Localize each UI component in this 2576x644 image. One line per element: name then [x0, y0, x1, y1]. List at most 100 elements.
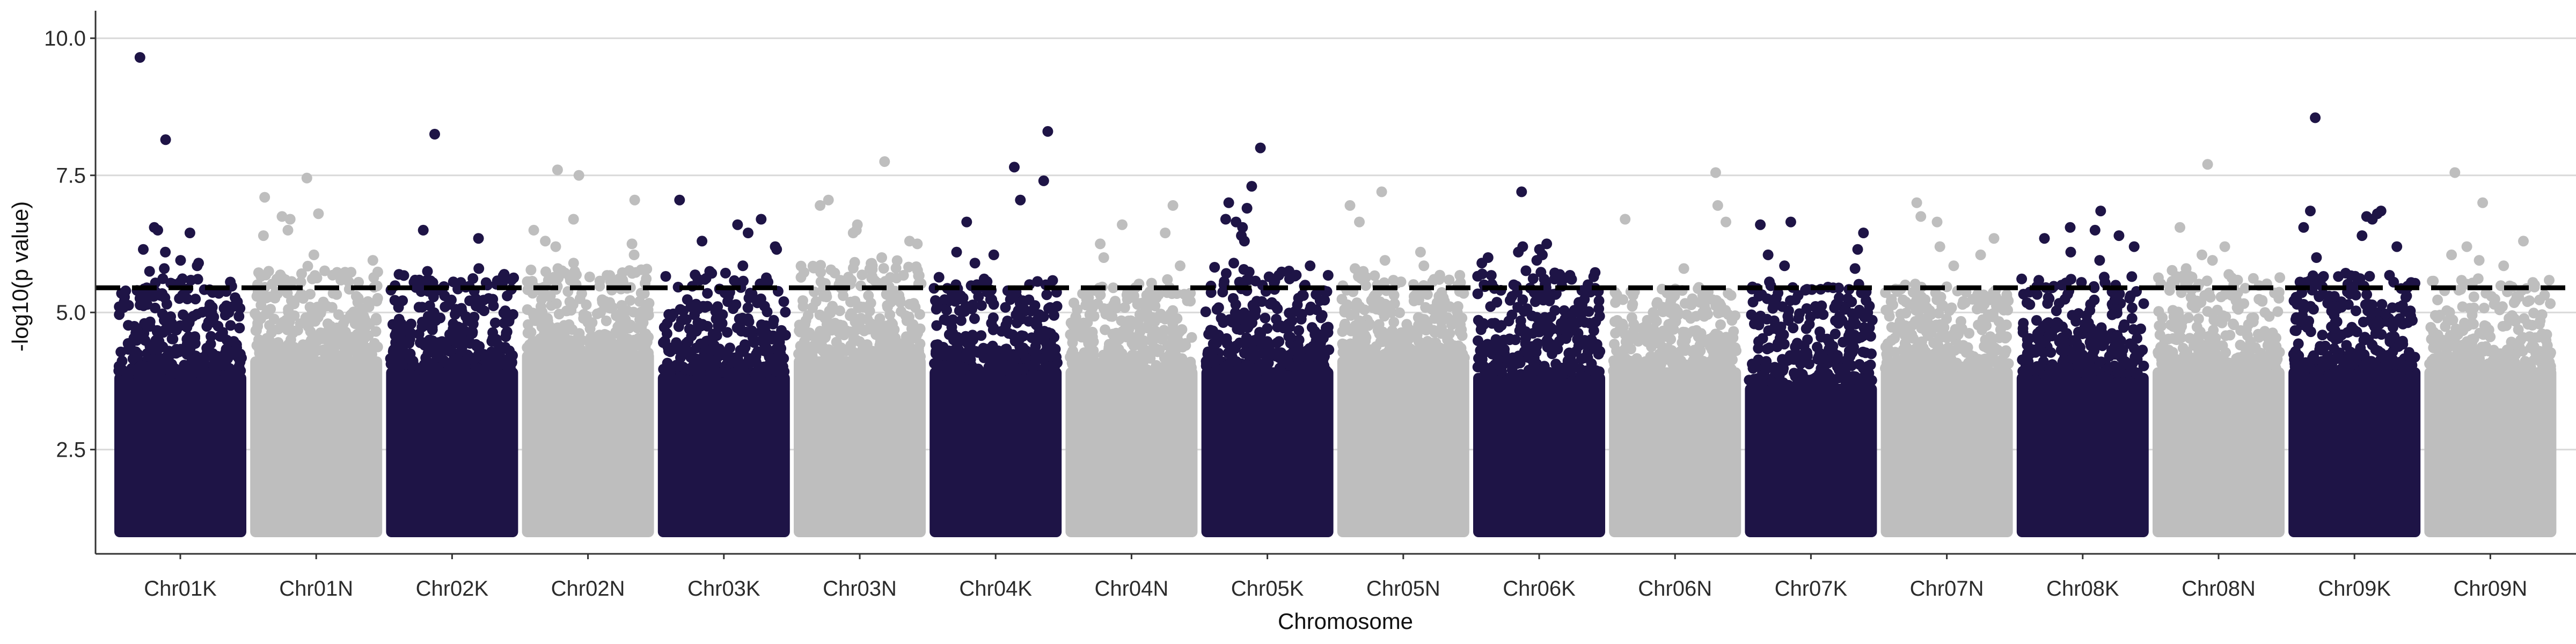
data-point [2220, 347, 2231, 358]
data-point [2109, 341, 2120, 352]
data-point [1109, 296, 1121, 307]
peak-point [1175, 260, 1185, 272]
data-point [955, 315, 967, 326]
data-point [2021, 297, 2032, 308]
data-point [943, 329, 955, 340]
data-point [1620, 329, 1631, 340]
data-point [1292, 299, 1303, 310]
data-point [489, 317, 501, 328]
data-point [1761, 313, 1773, 325]
data-point [353, 276, 364, 288]
data-point [114, 365, 125, 376]
chromosome-chr06k [1472, 186, 1606, 537]
data-point [2128, 366, 2139, 377]
data-point [2235, 339, 2246, 350]
data-point [560, 342, 571, 354]
data-point [615, 317, 626, 328]
dense-point-block [522, 350, 654, 537]
data-point [1864, 322, 1875, 333]
data-point [2457, 339, 2469, 350]
data-point [1451, 346, 1462, 357]
data-point [1425, 342, 1436, 353]
data-point [132, 326, 143, 337]
data-point [595, 307, 606, 318]
data-point [1403, 332, 1414, 343]
data-point [1520, 338, 1531, 349]
data-point [1550, 358, 1562, 370]
data-point [532, 335, 544, 347]
data-point [1545, 338, 1556, 349]
data-point [1030, 348, 1042, 359]
peak-point [159, 263, 170, 274]
data-point [322, 318, 333, 330]
peak-point [1415, 246, 1426, 258]
data-point [2453, 329, 2464, 340]
peak-point [2461, 241, 2472, 252]
peak-point [2219, 241, 2230, 252]
data-point [2545, 361, 2556, 372]
y-axis-title: -log10(p value) [8, 201, 33, 352]
peak-point [1098, 252, 1109, 263]
data-point [1853, 333, 1864, 344]
data-point [1276, 266, 1287, 277]
data-point [1314, 295, 1326, 306]
peak-point [2065, 246, 2076, 258]
data-point [2085, 299, 2096, 310]
chromosome-chr01k [113, 52, 247, 537]
chromosome-chr02k [385, 129, 519, 537]
data-point [1586, 334, 1597, 345]
data-point [1084, 364, 1095, 375]
peak-point [429, 129, 440, 140]
data-point [747, 332, 758, 343]
data-point [1992, 345, 2003, 356]
data-point [2525, 361, 2536, 372]
data-point [498, 308, 509, 318]
data-point [427, 357, 438, 369]
data-point [880, 276, 891, 287]
data-point [1914, 312, 1926, 324]
peak-point [552, 263, 564, 274]
peak-point [732, 219, 743, 230]
data-point [1792, 377, 1804, 389]
data-point [1231, 356, 1242, 367]
data-point [1382, 353, 1394, 364]
data-point [1590, 267, 1601, 278]
data-point [1108, 282, 1119, 294]
peak-point [1255, 142, 1266, 153]
data-point [485, 360, 496, 371]
data-point [1183, 360, 1195, 371]
data-point [604, 297, 616, 308]
data-point [2485, 358, 2496, 370]
data-point [501, 326, 513, 338]
data-point [2367, 299, 2378, 310]
data-point [479, 305, 489, 317]
data-point [2478, 303, 2490, 313]
axes [94, 11, 2576, 555]
data-point [1413, 312, 1424, 323]
data-point [166, 333, 178, 345]
data-point [1410, 289, 1421, 301]
data-point [1429, 327, 1440, 338]
data-point [372, 266, 383, 277]
data-point [686, 331, 697, 341]
data-point [1648, 307, 1659, 318]
data-point [1000, 302, 1011, 313]
data-point [2354, 273, 2366, 284]
data-point [467, 354, 479, 365]
data-point [413, 302, 425, 313]
data-point [2062, 289, 2073, 300]
peak-point [175, 255, 186, 266]
data-point [1527, 273, 1539, 284]
peak-point [815, 200, 826, 211]
data-point [639, 288, 650, 299]
data-point [522, 342, 533, 353]
data-point [397, 295, 408, 306]
dense-point-block [386, 367, 518, 537]
data-point [302, 339, 313, 350]
data-point [1829, 328, 1841, 340]
data-point [2534, 319, 2545, 330]
data-point [1651, 298, 1663, 309]
peak-point [160, 134, 171, 145]
data-point [2384, 334, 2396, 346]
data-point [742, 357, 753, 369]
